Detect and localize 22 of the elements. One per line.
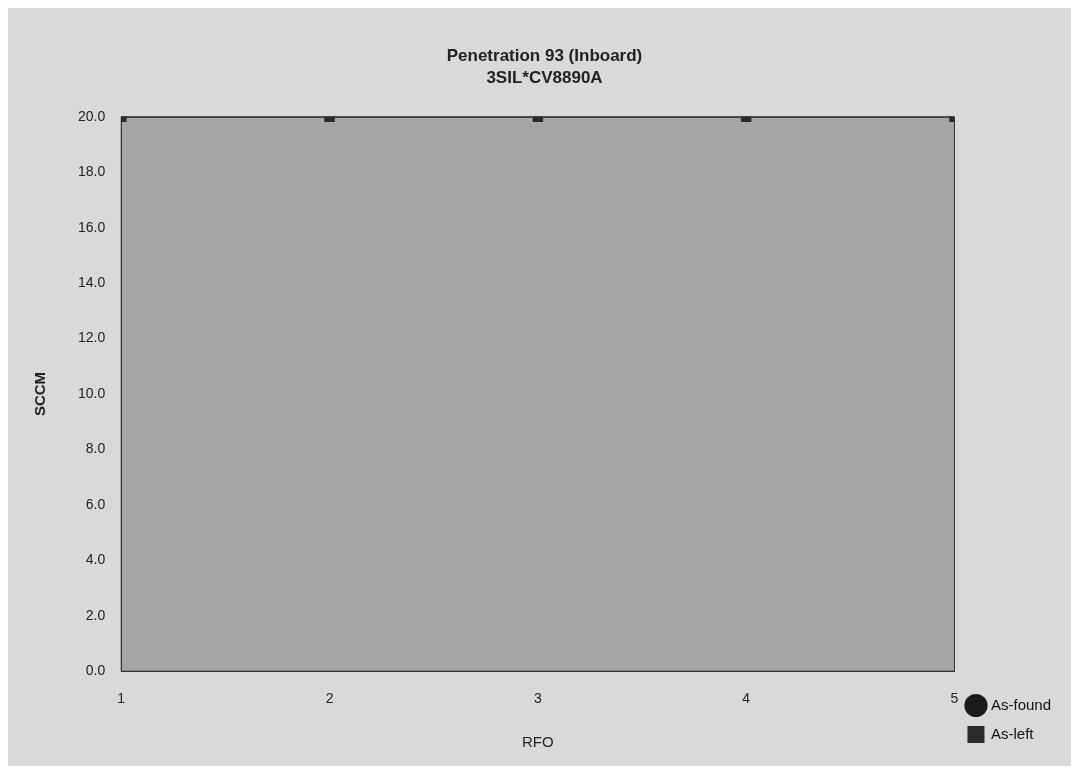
y-tick-label: 20.0 [78, 107, 106, 124]
x-tick-label: 4 [742, 690, 751, 707]
y-tick-label: 2.0 [85, 606, 106, 623]
legend-label: As-left [990, 724, 1035, 742]
y-tick-label: 16.0 [78, 218, 106, 235]
chart-title: Penetration 93 (Inboard) [446, 45, 643, 65]
x-tick-label: 5 [950, 690, 959, 707]
y-tick-label: 6.0 [85, 495, 106, 512]
y-tick-label: 14.0 [78, 273, 106, 290]
y-axis-title: SCCM [31, 371, 49, 417]
y-tick-label: 12.0 [78, 329, 106, 346]
chart-subtitle: 3SIL*CV8890A [486, 68, 603, 88]
y-tick-label: 0.0 [85, 662, 106, 679]
x-tick-label: 2 [325, 690, 334, 707]
y-tick-label: 8.0 [85, 440, 106, 457]
y-tick-label: 10.0 [78, 384, 106, 401]
x-tick-label: 1 [117, 690, 126, 707]
legend-label: As-found [990, 695, 1052, 713]
y-tick-label: 18.0 [78, 163, 106, 180]
y-tick-label: 4.0 [85, 551, 106, 568]
x-tick-label: 3 [533, 690, 542, 707]
x-axis-title: RFO [522, 733, 554, 751]
